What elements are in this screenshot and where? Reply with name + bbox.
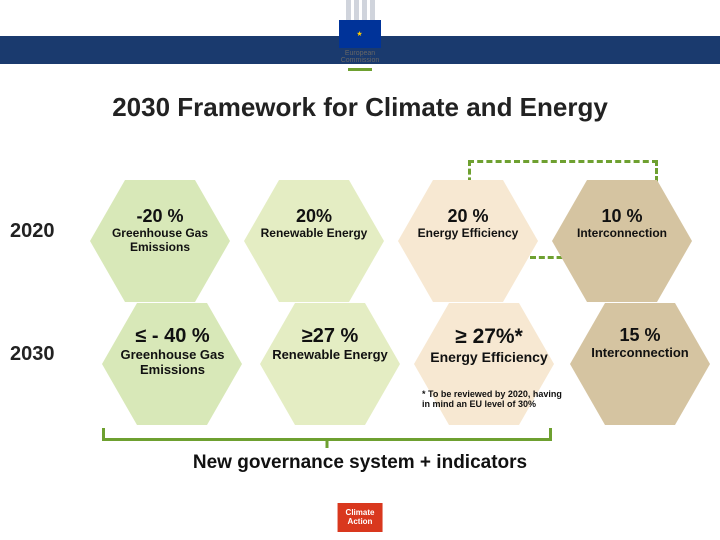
target-label: Interconnection (552, 227, 692, 241)
year-label-2020: 2020 (10, 220, 55, 243)
footer-badge: Climate Action (338, 503, 383, 532)
targets-grid: 2020 -20 % Greenhouse Gas Emissions 20% … (0, 180, 720, 418)
target-label: Greenhouse Gas Emissions (90, 227, 230, 255)
eu-flag-icon (339, 20, 381, 48)
hex-bg (244, 180, 384, 302)
target-value: 20% (244, 206, 384, 227)
target-value: ≤ - 40 % (95, 325, 250, 348)
governance-text: New governance system + indicators (0, 452, 720, 474)
target-label: Energy Efficiency (414, 349, 564, 365)
page-title: 2030 Framework for Climate and Energy (60, 92, 660, 123)
year-label-2030: 2030 (10, 343, 55, 366)
row-2030: 2030 ≤ - 40 % Greenhouse Gas Emissions ≥… (0, 303, 720, 418)
target-value: ≥ 27%* (414, 325, 564, 349)
hex-bg (260, 303, 400, 425)
target-label: Energy Efficiency (398, 227, 538, 241)
hex-bg (552, 180, 692, 302)
hex-bg (398, 180, 538, 302)
target-value: 10 % (552, 206, 692, 227)
hex-bg (570, 303, 710, 425)
ec-logo: European Commission (339, 4, 381, 71)
target-value: -20 % (90, 206, 230, 227)
target-value: ≥27 % (260, 325, 400, 348)
dash-connector (468, 160, 658, 163)
target-value: 15 % (570, 325, 710, 346)
ec-logo-text: European Commission (339, 50, 381, 64)
bracket (102, 428, 552, 446)
footnote: * To be reviewed by 2020, having in mind… (422, 389, 562, 410)
target-label: Renewable Energy (244, 227, 384, 241)
ec-logo-underline (348, 68, 372, 71)
target-value: 20 % (398, 206, 538, 227)
target-label: Renewable Energy (260, 348, 400, 363)
row-2020: 2020 -20 % Greenhouse Gas Emissions 20% … (0, 180, 720, 295)
target-label: Interconnection (570, 346, 710, 361)
target-label: Greenhouse Gas Emissions (95, 348, 250, 378)
